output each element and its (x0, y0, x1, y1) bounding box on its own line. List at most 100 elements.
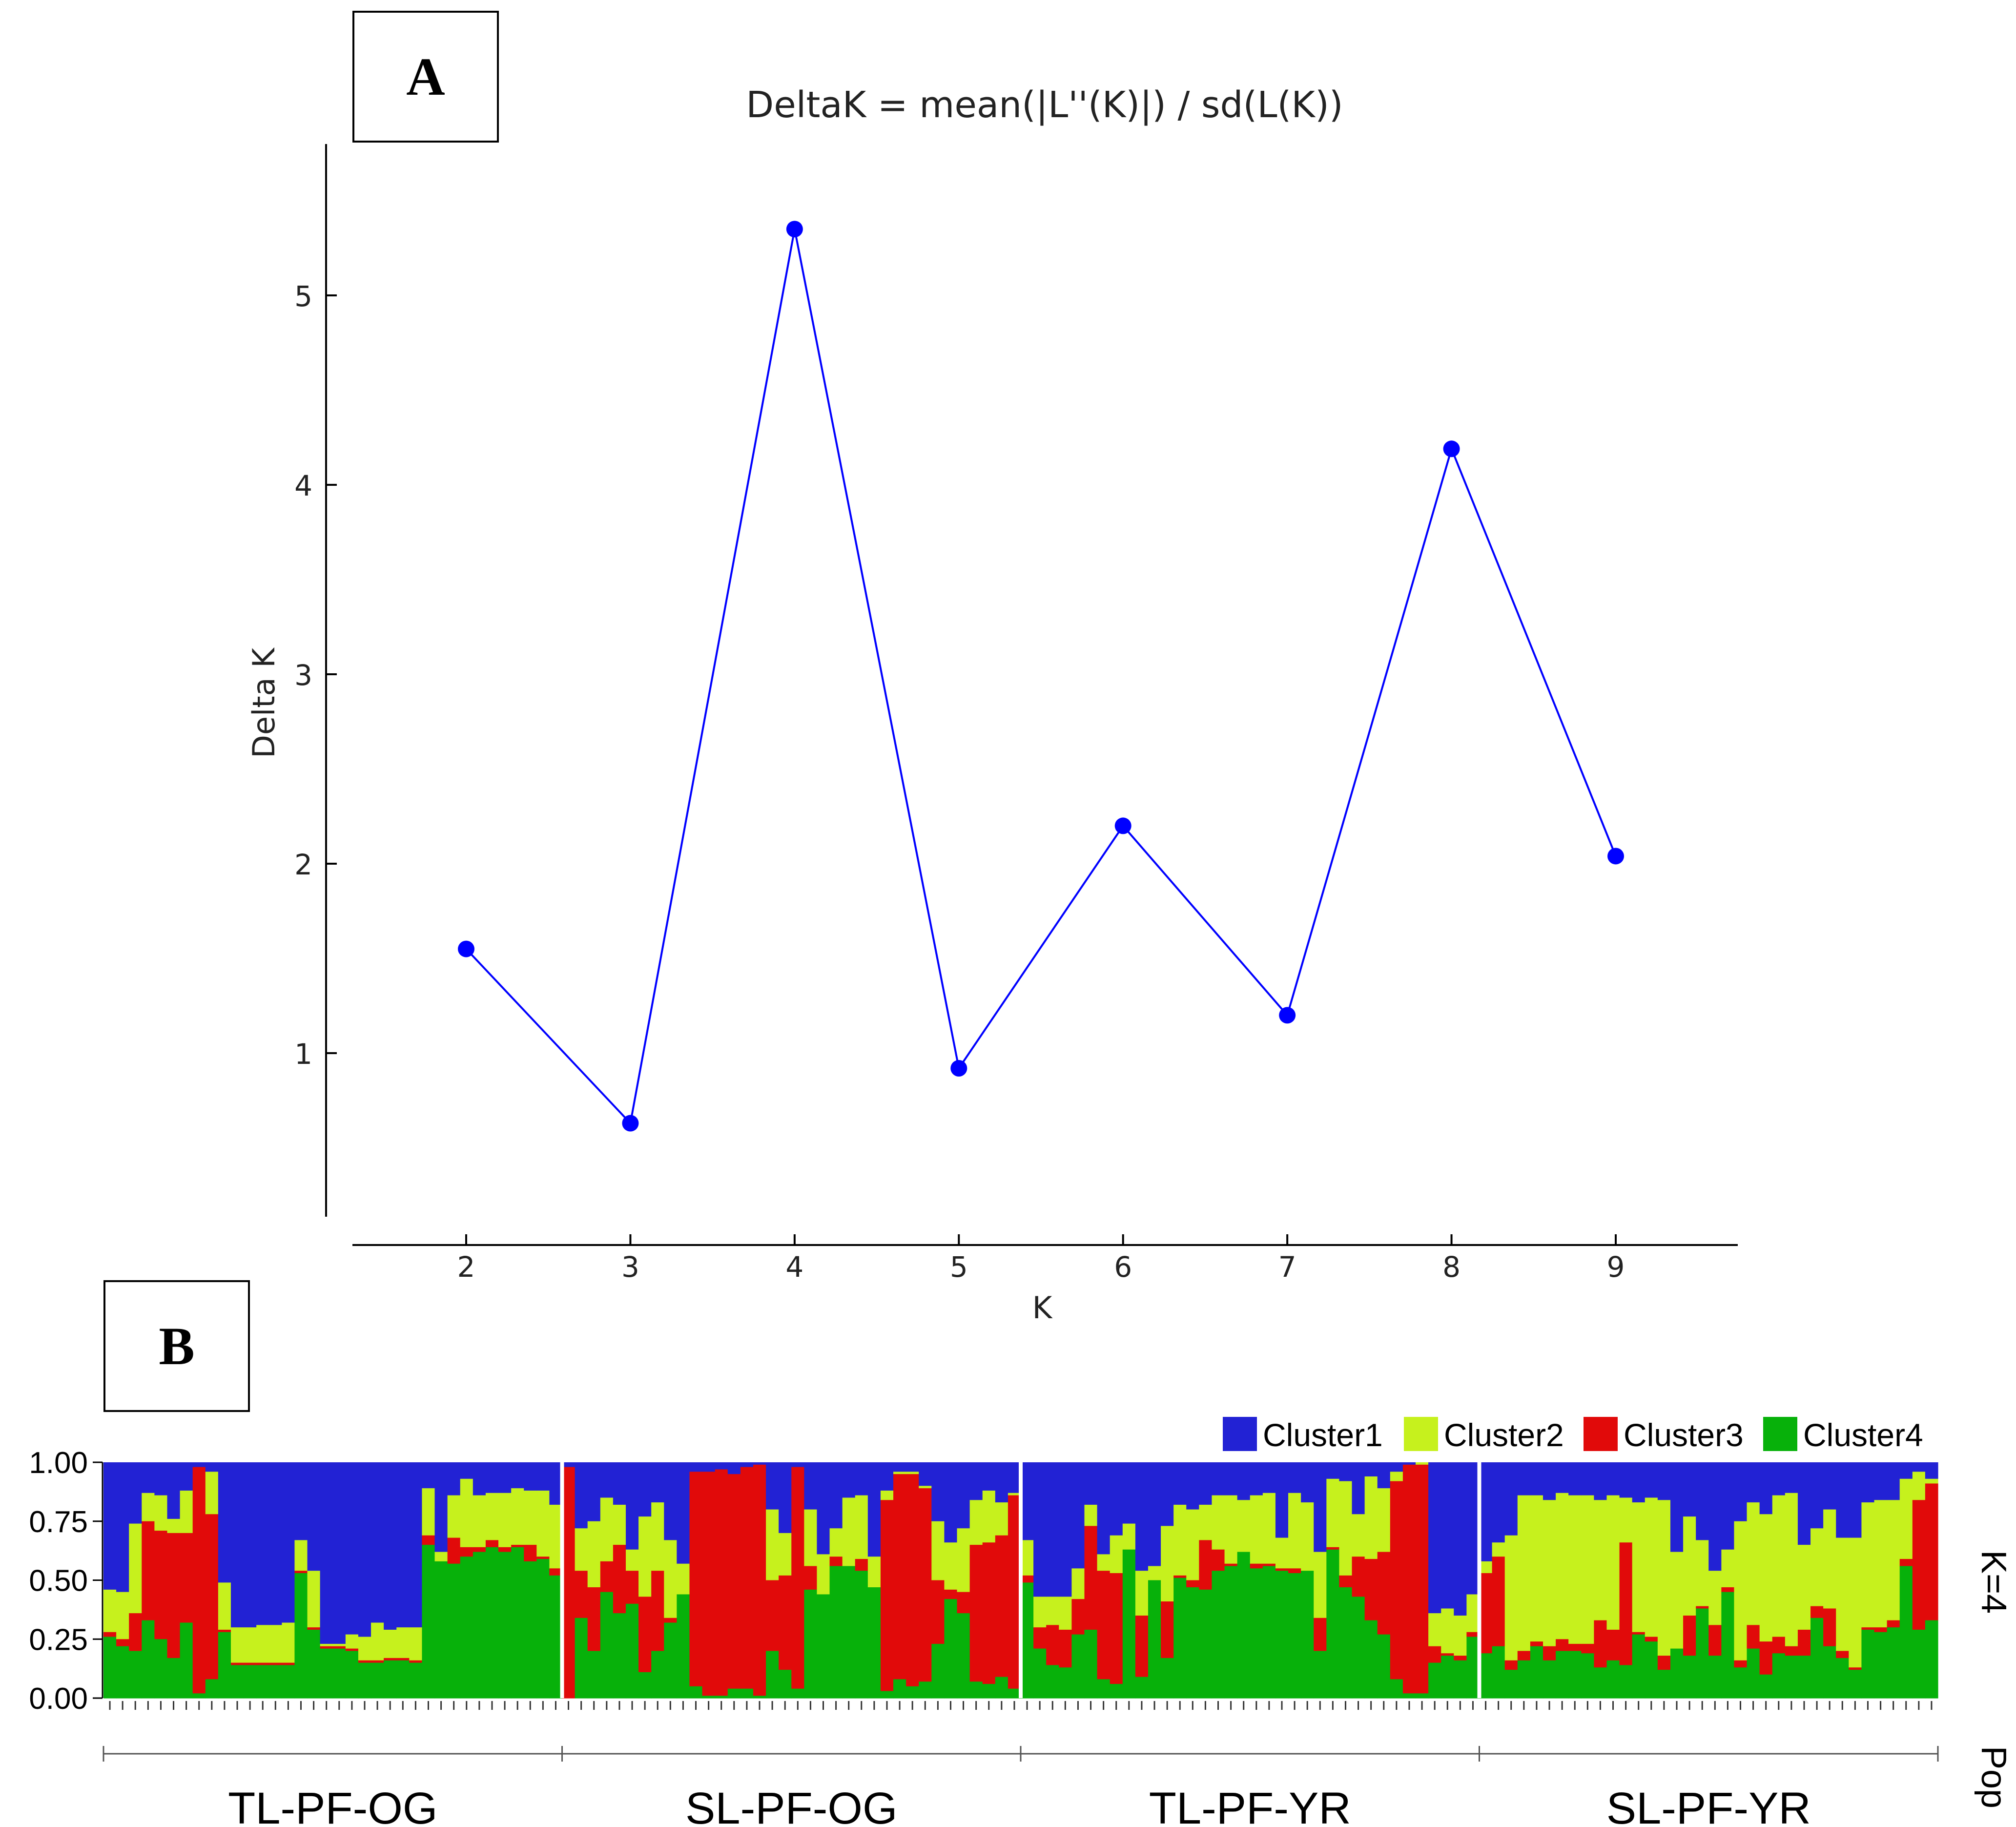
bar-segment-cluster4 (931, 1643, 945, 1699)
structure-bar-plot: 1.000.750.500.250.00 TL-PF-OG SL-PF-OG TL-… (29, 1417, 2013, 1827)
bar-segment-cluster2 (931, 1521, 945, 1581)
bar-segment-cluster1 (103, 1462, 117, 1590)
bar-segment-cluster3 (1416, 1464, 1429, 1694)
bar-segment-cluster2 (1377, 1488, 1391, 1553)
bar-segment-cluster2 (1454, 1615, 1467, 1656)
bar-segment-cluster1 (180, 1462, 193, 1491)
bar-segment-cluster4 (1008, 1688, 1021, 1699)
bar-segment-cluster4 (817, 1594, 830, 1699)
bar-segment-cluster2 (1657, 1500, 1671, 1656)
bar-segment-cluster2 (256, 1625, 269, 1663)
bar-segment-cluster3 (282, 1662, 295, 1665)
bar-segment-cluster3 (1186, 1580, 1199, 1588)
bar-segment-cluster1 (473, 1462, 486, 1496)
bar-segment-cluster3 (1581, 1643, 1594, 1654)
bar-segment-cluster3 (919, 1488, 932, 1682)
bar-segment-cluster2 (919, 1486, 932, 1489)
bar-segment-cluster2 (269, 1625, 282, 1663)
bar-segment-cluster4 (1581, 1653, 1594, 1699)
legend-label-cluster1: Cluster1 (1263, 1417, 1383, 1453)
bar-segment-cluster2 (1861, 1502, 1875, 1628)
bar-segment-cluster1 (294, 1462, 308, 1540)
bar-segment-cluster4 (1212, 1571, 1225, 1699)
bar-segment-cluster1 (129, 1462, 142, 1524)
bar-segment-cluster3 (1925, 1483, 1938, 1621)
bar-segment-cluster3 (218, 1629, 231, 1633)
bar-segment-cluster4 (434, 1561, 448, 1699)
y-tick-label: 5 (294, 280, 312, 313)
bar-segment-cluster4 (1530, 1646, 1543, 1699)
bar-segment-cluster1 (1836, 1462, 1849, 1538)
bar-segment-cluster1 (587, 1462, 601, 1522)
bar-segment-cluster2 (1823, 1509, 1836, 1609)
bar-segment-cluster1 (269, 1462, 282, 1625)
bar-segment-cluster1 (345, 1462, 359, 1635)
bar-segment-cluster4 (753, 1696, 766, 1699)
bar-segment-cluster3 (332, 1646, 346, 1649)
bar-segment-cluster4 (613, 1613, 626, 1699)
bar-segment-cluster3 (1568, 1643, 1582, 1651)
bar-segment-cluster4 (1543, 1660, 1556, 1699)
bar-segment-cluster4 (256, 1665, 269, 1699)
bar-segment-cluster4 (269, 1665, 282, 1699)
population-label: TL-PF-YR (1149, 1784, 1351, 1827)
bar-segment-cluster3 (766, 1580, 779, 1651)
bar-segment-cluster1 (969, 1462, 983, 1500)
bar-segment-cluster2 (1734, 1521, 1748, 1661)
bar-segment-cluster3 (1810, 1606, 1824, 1619)
bar-segment-cluster3 (1224, 1563, 1238, 1567)
legend-swatch-cluster1 (1223, 1417, 1257, 1451)
data-point (1114, 817, 1131, 834)
bar-segment-cluster2 (867, 1557, 881, 1588)
panel-a-letter: A (406, 46, 445, 106)
bar-segment-cluster2 (422, 1488, 435, 1536)
bar-segment-cluster2 (1632, 1502, 1646, 1633)
bar-segment-cluster2 (1224, 1495, 1238, 1564)
bar-segment-cluster1 (1402, 1462, 1416, 1465)
bar-segment-cluster2 (460, 1478, 473, 1548)
bar-segment-cluster1 (1556, 1462, 1569, 1494)
bar-segment-cluster1 (358, 1462, 371, 1638)
bar-segment-cluster1 (460, 1462, 473, 1479)
bar-segment-cluster1 (142, 1462, 155, 1494)
bar-segment-cluster1 (753, 1462, 766, 1465)
bar-segment-cluster2 (167, 1518, 181, 1534)
bar-segment-cluster1 (727, 1462, 741, 1474)
bar-segment-cluster2 (779, 1533, 792, 1576)
bar-segment-cluster3 (1454, 1656, 1467, 1661)
legend-label-cluster4: Cluster4 (1803, 1417, 1923, 1453)
bar-segment-cluster1 (1708, 1462, 1722, 1571)
bar-segment-cluster4 (460, 1557, 473, 1699)
bar-segment-cluster1 (702, 1462, 716, 1472)
bar-segment-cluster1 (1059, 1462, 1072, 1597)
panel-b-label: B (103, 1280, 250, 1412)
bar-segment-cluster4 (1849, 1670, 1862, 1699)
bar-segment-cluster4 (116, 1646, 129, 1699)
bar-segment-cluster4 (1645, 1641, 1658, 1699)
bar-segment-cluster4 (1416, 1693, 1429, 1699)
bar-segment-cluster4 (1339, 1587, 1353, 1699)
k-label: K=4 (1974, 1550, 2013, 1614)
bar-segment-cluster2 (1275, 1537, 1289, 1569)
bar-segment-cluster2 (1199, 1504, 1213, 1540)
bar-segment-cluster2 (969, 1500, 983, 1545)
bar-segment-cluster3 (702, 1472, 716, 1696)
bar-segment-cluster1 (434, 1462, 448, 1553)
bar-segment-cluster3 (1059, 1629, 1072, 1668)
bar-segment-cluster1 (320, 1462, 333, 1644)
y-axis-title: Delta K (246, 647, 282, 758)
b-y-tick-label: 0.75 (29, 1505, 88, 1539)
bar-segment-cluster2 (1874, 1500, 1888, 1628)
bar-segment-cluster2 (371, 1622, 384, 1661)
bar-segment-cluster2 (1161, 1526, 1174, 1602)
bar-segment-cluster1 (1262, 1462, 1276, 1494)
bar-segment-cluster1 (1071, 1462, 1085, 1569)
bar-segment-cluster1 (485, 1462, 499, 1494)
bar-segment-cluster4 (1402, 1693, 1416, 1699)
bar-segment-cluster4 (1377, 1634, 1391, 1699)
bar-segment-cluster1 (1122, 1462, 1136, 1524)
b-y-tick-label: 0.25 (29, 1623, 88, 1657)
bar-segment-cluster2 (1708, 1571, 1722, 1625)
bar-segment-cluster3 (205, 1514, 219, 1680)
bar-segment-cluster1 (829, 1462, 843, 1529)
